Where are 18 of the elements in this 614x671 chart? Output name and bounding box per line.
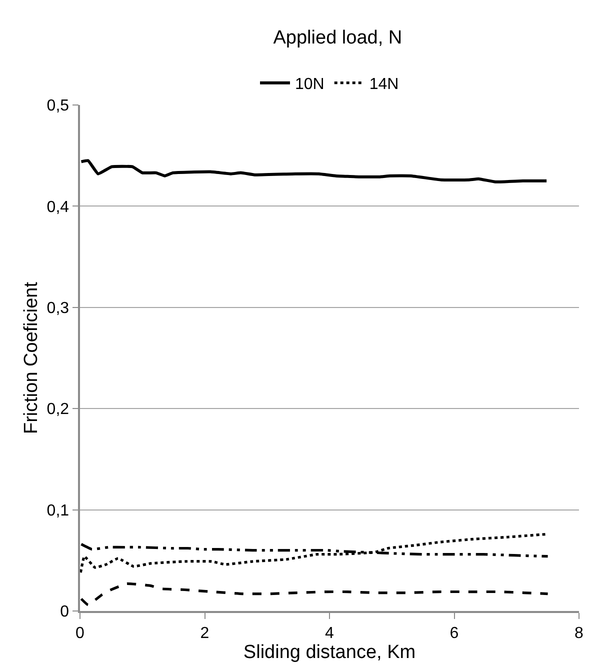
legend-label: 14N xyxy=(369,76,399,94)
line-series xyxy=(80,582,550,606)
x-tick-label: 2 xyxy=(200,624,210,642)
y-tick-label: 0,5 xyxy=(46,98,70,115)
y-tick-label: 0,1 xyxy=(46,502,70,520)
x-tick-label: 8 xyxy=(574,624,584,642)
y-axis-title: Friction Coeficient xyxy=(21,281,42,434)
x-axis-title: Sliding distance, Km xyxy=(243,642,416,663)
chart-title: Applied load, N xyxy=(273,27,402,48)
line-series xyxy=(80,159,548,184)
x-tick-label: 4 xyxy=(325,624,334,642)
legend-label: 10N xyxy=(295,76,324,94)
y-tick-label: 0 xyxy=(60,604,70,621)
y-tick-label: 0,2 xyxy=(46,401,70,418)
y-tick-label: 0,3 xyxy=(46,300,70,317)
x-tick-label: 6 xyxy=(450,624,459,642)
y-tick-label: 0,4 xyxy=(46,198,70,216)
x-tick-label: 0 xyxy=(76,624,85,642)
